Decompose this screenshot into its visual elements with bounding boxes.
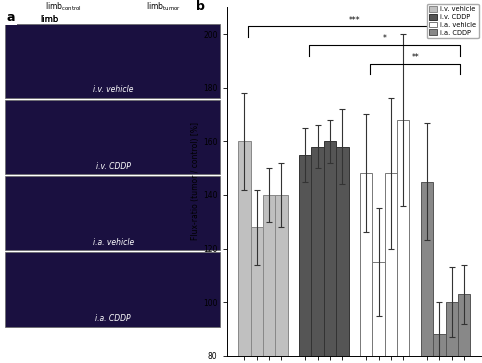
- Bar: [360, 174, 373, 363]
- Text: i.a. vehicle: i.a. vehicle: [93, 238, 134, 247]
- Bar: [299, 155, 311, 363]
- Text: a: a: [7, 11, 15, 24]
- Bar: [4, 252, 220, 327]
- Text: **: **: [411, 53, 419, 62]
- Text: ***: ***: [348, 16, 360, 25]
- Text: i.v. vehicle: i.v. vehicle: [93, 85, 134, 94]
- Bar: [4, 24, 220, 98]
- Y-axis label: Flux-ratio (tumor / control) [%]: Flux-ratio (tumor / control) [%]: [191, 122, 200, 241]
- Bar: [433, 334, 446, 363]
- Text: b: b: [196, 0, 205, 13]
- Text: limb$_{\mathrm{tumor}}$: limb$_{\mathrm{tumor}}$: [146, 0, 180, 13]
- Bar: [336, 147, 348, 363]
- Text: i.v. CDDP: i.v. CDDP: [96, 162, 131, 171]
- Bar: [458, 294, 470, 363]
- Legend: i.v. vehicle, i.v. CDDP, i.a. vehicle, i.a. CDDP: i.v. vehicle, i.v. CDDP, i.a. vehicle, i…: [427, 4, 479, 38]
- Bar: [421, 182, 433, 363]
- Bar: [373, 262, 385, 363]
- Text: i.a. CDDP: i.a. CDDP: [95, 314, 131, 323]
- Bar: [275, 195, 288, 363]
- Bar: [4, 100, 220, 174]
- Bar: [385, 174, 397, 363]
- Bar: [4, 176, 220, 250]
- Bar: [251, 227, 263, 363]
- Text: limb: limb: [40, 15, 59, 24]
- Text: limb$_{\mathrm{control}}$: limb$_{\mathrm{control}}$: [45, 0, 82, 13]
- Bar: [446, 302, 458, 363]
- Bar: [263, 195, 275, 363]
- Bar: [324, 141, 336, 363]
- Bar: [238, 141, 251, 363]
- Text: limb: limb: [40, 15, 59, 24]
- Bar: [311, 147, 324, 363]
- Bar: [397, 120, 410, 363]
- Text: *: *: [383, 34, 387, 44]
